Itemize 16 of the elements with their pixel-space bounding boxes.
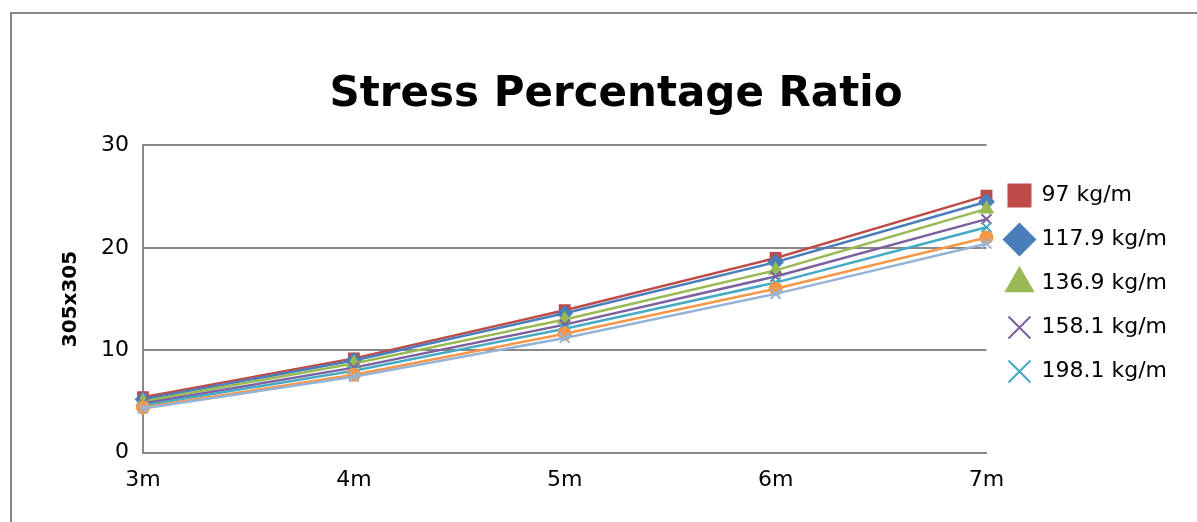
y-tick-label: 10 [100,335,129,361]
y-tick-label: 0 [114,438,129,464]
legend-label: 158.1 kg/m [1041,313,1168,339]
legend-label: 117.9 kg/m [1041,225,1168,251]
x-tick-label: 7m [968,465,1005,491]
x-tick-label: 3m [125,465,161,491]
y-tick-label: 30 [100,131,129,157]
legend-label: 198.1 kg/m [1041,357,1168,383]
legend-label: 97 kg/m [1041,181,1133,207]
y-tick-label: 20 [100,233,129,259]
x-tick-label: 5m [547,465,583,491]
x-tick-label: 6m [757,465,794,491]
chart-title: Stress Percentage Ratio [329,67,903,117]
y-axis-title: 305x305 [57,250,82,348]
legend-label: 136.9 kg/m [1041,269,1168,295]
x-tick-label: 4m [336,465,372,491]
